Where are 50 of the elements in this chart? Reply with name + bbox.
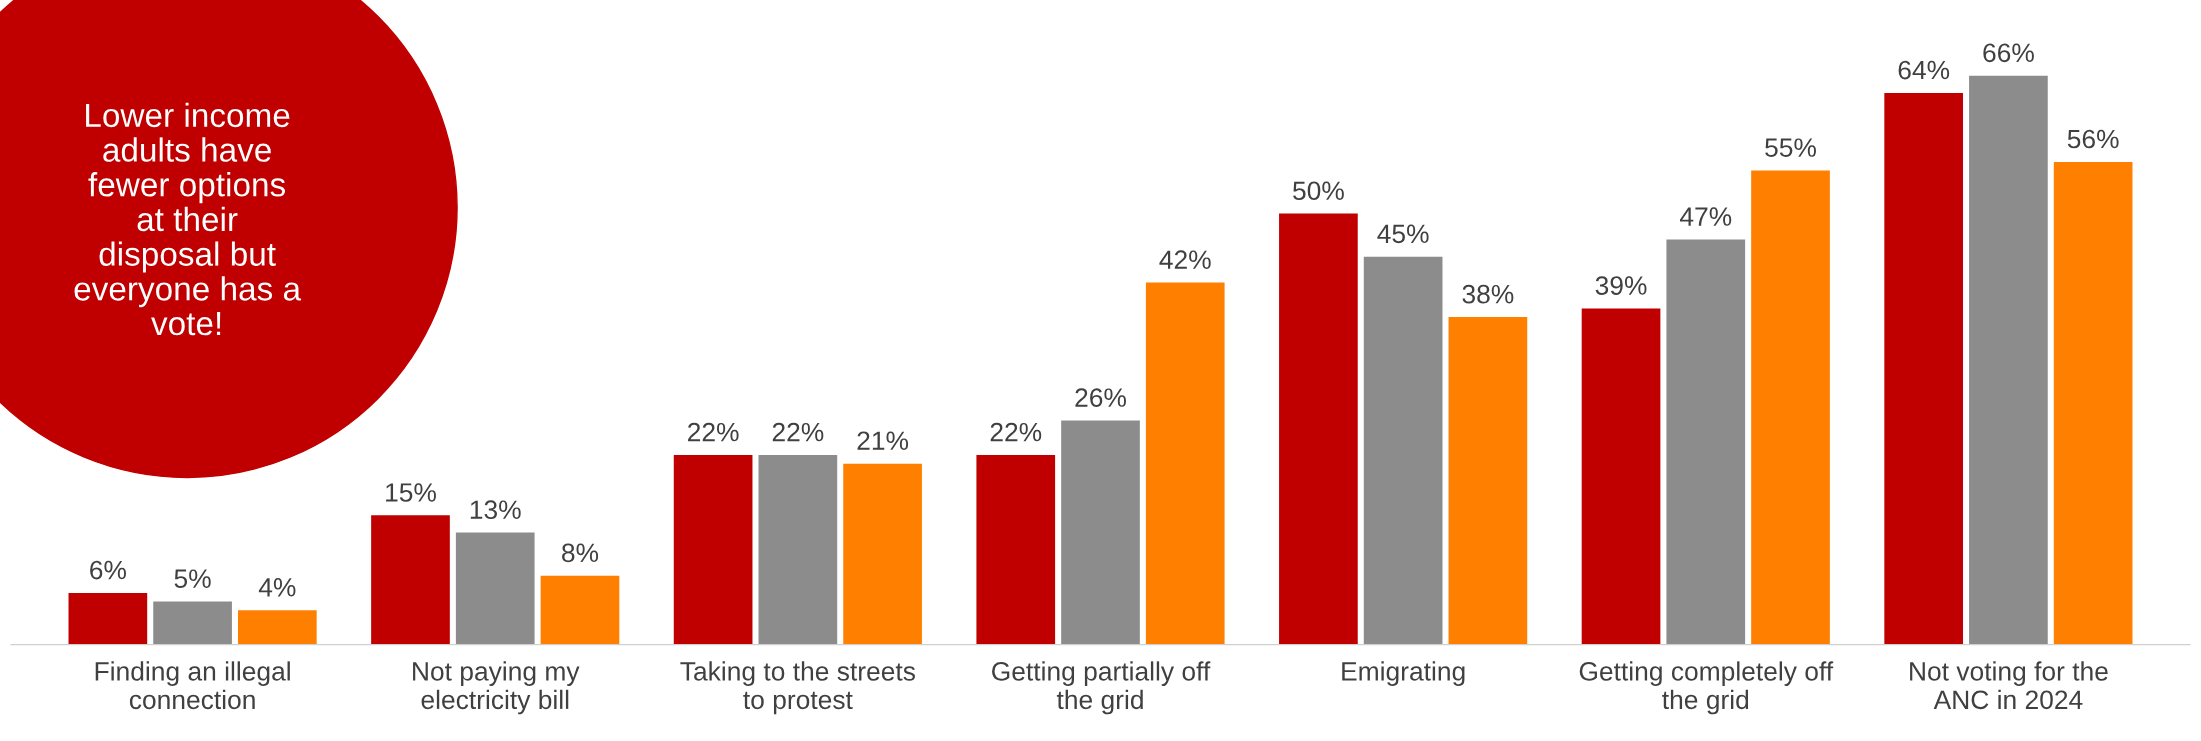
x-tick-label: Not voting for the ANC in 2024 — [1910, 661, 2108, 710]
bar — [1279, 213, 1358, 645]
x-tick-label: Getting completely off the grid — [1579, 661, 1834, 715]
x-tick-label: Emigrating — [1342, 661, 1465, 686]
bar — [673, 455, 753, 645]
bar — [758, 455, 838, 645]
bar — [2053, 161, 2133, 645]
x-tick-label: Finding an illegal connection — [95, 661, 290, 710]
bar — [1061, 420, 1140, 645]
bar — [153, 601, 232, 645]
bar — [237, 610, 317, 645]
bar — [1969, 75, 2048, 645]
data-label: 21% — [857, 431, 909, 450]
bar — [1448, 317, 1528, 645]
data-label: 22% — [688, 422, 739, 442]
annotation: Lower income adults have fewer options at their disposal but everyone has a vote! — [74, 102, 302, 336]
data-label: 55% — [1765, 138, 1816, 157]
bar — [371, 515, 450, 645]
data-label: 22% — [990, 422, 1042, 442]
data-label: 45% — [1377, 224, 1429, 244]
data-label: 42% — [1159, 250, 1211, 269]
data-label: 13% — [470, 500, 521, 520]
data-label: 64% — [1898, 60, 1950, 80]
bar — [1751, 170, 1830, 645]
bar — [1666, 239, 1746, 645]
data-label: 50% — [1293, 181, 1344, 201]
x-tick-label: Getting partially off the grid — [992, 661, 1211, 715]
data-label: 8% — [562, 543, 599, 563]
data-label: 5% — [174, 569, 211, 589]
data-label: 66% — [1983, 43, 2034, 63]
data-label: 6% — [90, 560, 126, 580]
data-label: 39% — [1595, 276, 1647, 295]
bar — [1581, 308, 1661, 645]
bar — [68, 592, 148, 645]
data-label: 47% — [1679, 207, 1732, 226]
bar — [1363, 256, 1443, 645]
data-label: 22% — [772, 422, 824, 442]
bar — [1884, 92, 1964, 645]
bar — [455, 532, 535, 645]
bar — [1145, 282, 1225, 645]
data-label: 38% — [1462, 284, 1514, 304]
data-label: 4% — [258, 578, 296, 597]
bar — [540, 575, 620, 645]
data-label: 26% — [1075, 388, 1126, 407]
x-tick-label: Not paying my electricity bill — [413, 661, 580, 715]
bar — [976, 455, 1056, 645]
data-label: 15% — [386, 483, 436, 502]
data-label: 56% — [2067, 129, 2119, 149]
x-tick-label: Taking to the streets to protest — [680, 661, 915, 715]
bar — [843, 463, 922, 645]
